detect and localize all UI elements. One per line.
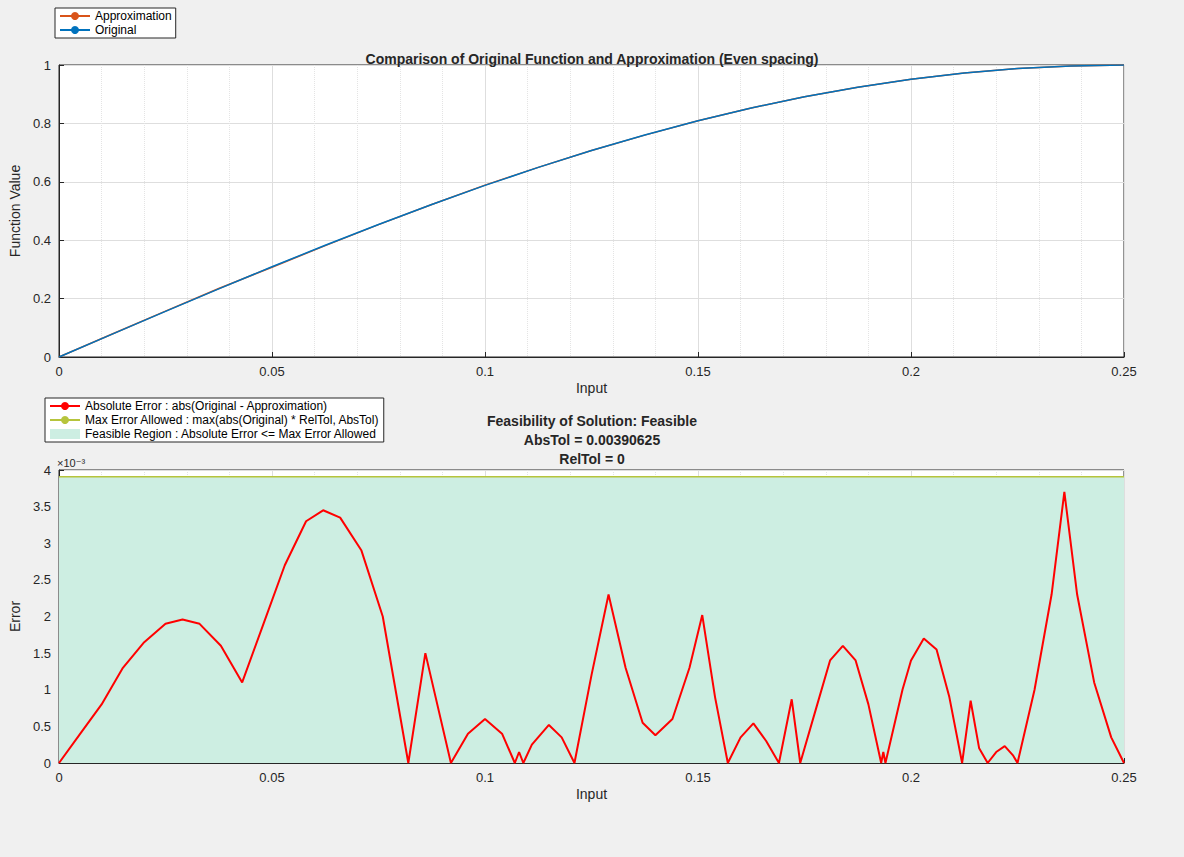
svg-text:Feasible Region : Absolute Err: Feasible Region : Absolute Error <= Max … bbox=[85, 427, 376, 441]
svg-text:0.5: 0.5 bbox=[33, 719, 51, 734]
svg-text:3: 3 bbox=[44, 536, 51, 551]
svg-text:0.25: 0.25 bbox=[1111, 770, 1136, 785]
svg-text:0.2: 0.2 bbox=[33, 291, 51, 306]
svg-text:0.1: 0.1 bbox=[476, 770, 494, 785]
svg-text:Original: Original bbox=[95, 23, 136, 37]
svg-text:Approximation: Approximation bbox=[95, 9, 172, 23]
svg-text:0.25: 0.25 bbox=[1111, 364, 1136, 379]
svg-text:0.2: 0.2 bbox=[902, 364, 920, 379]
svg-text:0.1: 0.1 bbox=[476, 364, 494, 379]
svg-text:0.05: 0.05 bbox=[259, 770, 284, 785]
svg-text:Feasibility of Solution: Feasi: Feasibility of Solution: Feasible bbox=[487, 413, 697, 429]
svg-text:0.15: 0.15 bbox=[685, 770, 710, 785]
svg-text:Error: Error bbox=[7, 601, 23, 632]
svg-text:2.5: 2.5 bbox=[33, 572, 51, 587]
svg-text:Max Error Allowed : max(abs(Or: Max Error Allowed : max(abs(Original) * … bbox=[85, 413, 378, 427]
svg-text:Input: Input bbox=[576, 380, 607, 396]
svg-text:Function Value: Function Value bbox=[7, 165, 23, 258]
svg-text:1: 1 bbox=[44, 58, 51, 73]
svg-text:Absolute Error : abs(Original: Absolute Error : abs(Original - Approxim… bbox=[85, 399, 327, 413]
svg-text:0.15: 0.15 bbox=[685, 364, 710, 379]
svg-text:3.5: 3.5 bbox=[33, 499, 51, 514]
svg-text:Comparison of Original Functio: Comparison of Original Function and Appr… bbox=[366, 51, 819, 67]
svg-text:1: 1 bbox=[44, 682, 51, 697]
svg-text:1.5: 1.5 bbox=[33, 646, 51, 661]
svg-text:RelTol = 0: RelTol = 0 bbox=[559, 451, 625, 467]
svg-text:Input: Input bbox=[576, 786, 607, 802]
svg-text:0: 0 bbox=[55, 364, 62, 379]
svg-text:4: 4 bbox=[44, 463, 51, 478]
svg-text:0.4: 0.4 bbox=[33, 233, 51, 248]
svg-text:0.2: 0.2 bbox=[902, 770, 920, 785]
svg-text:×10⁻³: ×10⁻³ bbox=[57, 457, 85, 469]
svg-text:0: 0 bbox=[44, 350, 51, 365]
svg-text:2: 2 bbox=[44, 609, 51, 624]
svg-text:0.05: 0.05 bbox=[259, 364, 284, 379]
svg-text:AbsTol = 0.00390625: AbsTol = 0.00390625 bbox=[524, 432, 661, 448]
svg-text:0: 0 bbox=[44, 756, 51, 771]
svg-text:0.6: 0.6 bbox=[33, 174, 51, 189]
svg-text:0: 0 bbox=[55, 770, 62, 785]
svg-text:0.8: 0.8 bbox=[33, 116, 51, 131]
